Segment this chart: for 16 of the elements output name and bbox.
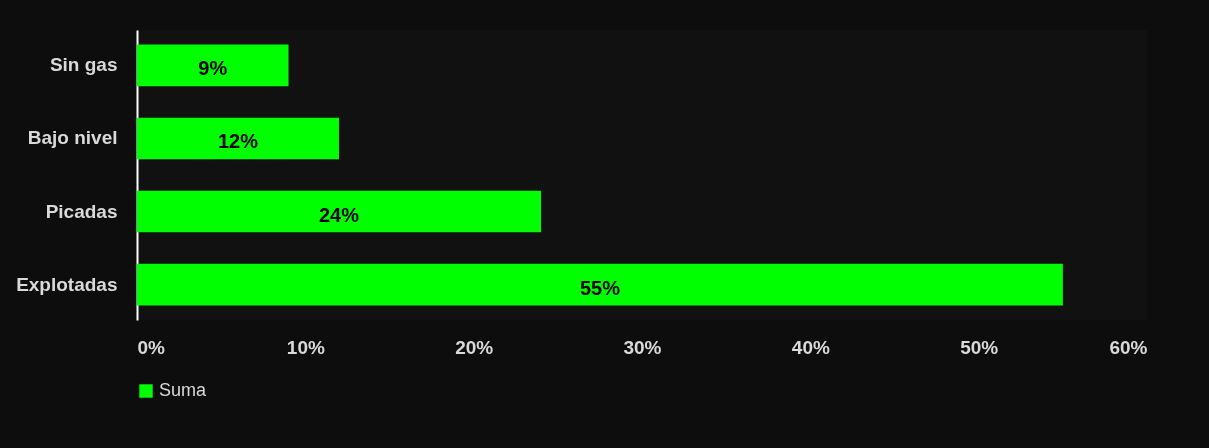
x-tick-label: 30% (623, 336, 662, 358)
y-tick-label: Explotadas (16, 273, 118, 295)
y-tick-label: Bajo nivel (27, 127, 118, 149)
legend-label: Suma (159, 380, 208, 400)
data-label: 24% (318, 203, 360, 226)
x-tick-label: 50% (960, 336, 999, 358)
x-tick-label: 20% (455, 336, 494, 358)
y-tick-label: Picadas (45, 200, 118, 222)
data-label: 55% (579, 276, 621, 299)
data-label: 9% (198, 57, 228, 80)
x-tick-label: 60% (1109, 336, 1148, 358)
y-tick-label: Sin gas (49, 54, 118, 76)
x-tick-label: 0% (137, 336, 166, 358)
x-tick-label: 40% (791, 336, 830, 358)
data-label: 12% (217, 130, 259, 153)
x-tick-label: 10% (286, 336, 325, 358)
